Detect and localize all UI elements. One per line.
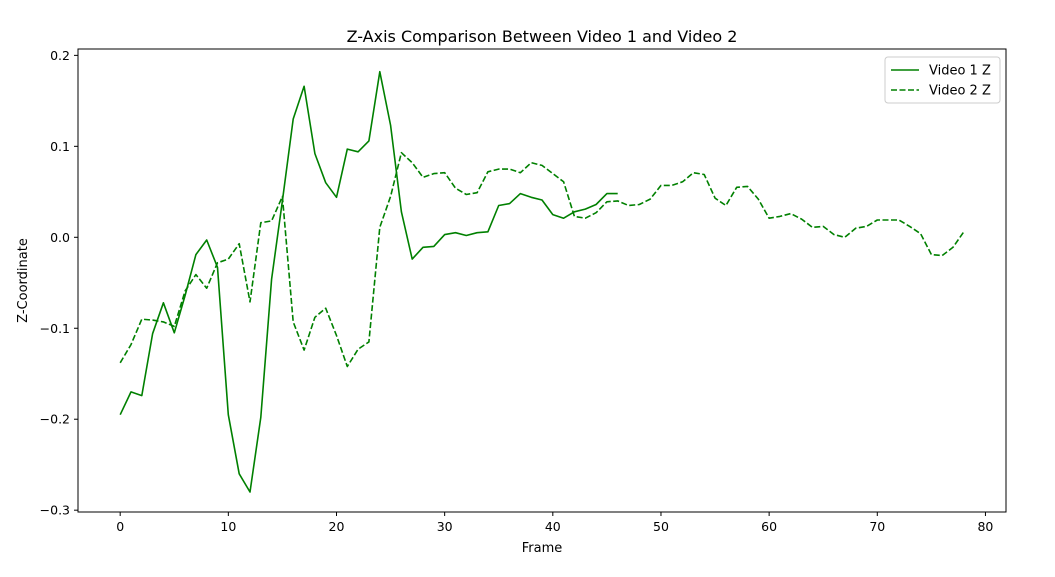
series-layer	[119, 70, 965, 493]
legend-box	[884, 56, 1001, 104]
legend: Video 1 Z Video 2 Z	[884, 56, 1001, 104]
y-tick-label: 0.1	[50, 139, 70, 154]
tick-layer: 0 10 20 30 40 50 60 70 80 −0.3 −0.2 −0.1 0.0 0.1 0.2	[40, 48, 994, 534]
y-tick-label: 0.0	[50, 230, 70, 245]
y-tick-label: 0.2	[50, 48, 70, 63]
y-tick-label: −0.3	[40, 503, 70, 518]
y-axis-label: Z-Coordinate	[16, 238, 31, 323]
x-tick-label: 40	[545, 519, 561, 534]
x-tick-label: 20	[329, 519, 345, 534]
x-tick-label: 70	[869, 519, 885, 534]
x-tick-label: 0	[116, 519, 124, 534]
x-axis-label: Frame	[522, 541, 563, 556]
series-line-2	[119, 151, 965, 368]
legend-label-video-2: Video 2 Z	[929, 84, 991, 99]
x-tick-label: 60	[761, 519, 777, 534]
y-tick-label: −0.1	[40, 321, 70, 336]
x-tick-label: 30	[437, 519, 453, 534]
x-tick-label: 10	[220, 519, 236, 534]
legend-label-video-1: Video 1 Z	[929, 64, 991, 79]
x-tick-label: 50	[653, 519, 669, 534]
y-tick-label: −0.2	[40, 412, 70, 427]
x-tick-label: 80	[977, 519, 993, 534]
plot-frame	[77, 48, 1007, 513]
series-line-1	[119, 70, 618, 493]
chart-title: Z-Axis Comparison Between Video 1 and Vi…	[347, 27, 738, 46]
